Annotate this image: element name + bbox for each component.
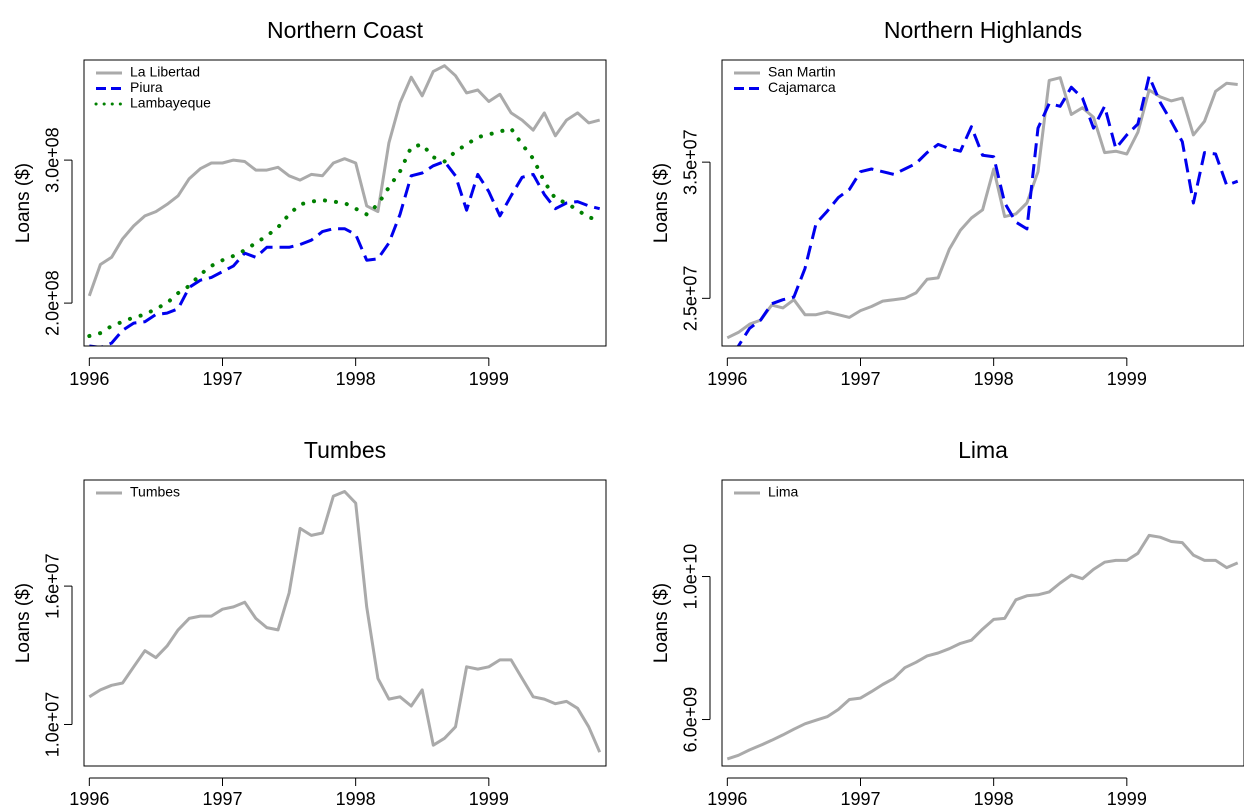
y-axis-label: Loans ($) xyxy=(651,583,672,663)
x-tick-label: 1998 xyxy=(336,369,376,389)
y-tick-label: 2.5e+07 xyxy=(681,266,701,332)
x-tick-label: 1998 xyxy=(336,789,376,808)
series-line-cajamarca xyxy=(736,74,1239,346)
legend: Tumbes xyxy=(96,484,180,500)
legend: Lima xyxy=(734,484,799,500)
legend-label: Cajamarca xyxy=(768,79,836,95)
x-axis: 1996 1997 1998 1999 xyxy=(69,357,509,389)
panel-title: Northern Coast xyxy=(267,17,424,43)
panel-title: Lima xyxy=(958,437,1008,463)
x-axis: 1996 1997 1998 1999 xyxy=(707,357,1147,389)
y-axis: 2.5e+07 3.5e+07 xyxy=(681,129,711,332)
plot-frame xyxy=(83,479,607,767)
y-axis: 2.0e+08 3.0e+08 xyxy=(43,127,73,336)
y-tick-label: 3.0e+08 xyxy=(43,127,63,193)
y-axis-label: Loans ($) xyxy=(651,163,672,243)
series-line-piura xyxy=(89,160,601,346)
legend-label: Piura xyxy=(130,79,163,95)
x-tick-label: 1996 xyxy=(69,789,109,808)
x-tick-label: 1996 xyxy=(69,369,109,389)
x-tick-label: 1999 xyxy=(1107,369,1147,389)
series-group xyxy=(726,74,1239,346)
legend-label: La Libertad xyxy=(130,64,200,80)
legend-label: San Martin xyxy=(768,64,836,80)
legend-label: Lima xyxy=(768,484,799,500)
x-tick-label: 1998 xyxy=(974,789,1014,808)
y-tick-label: 1.6e+07 xyxy=(43,553,63,619)
y-axis: 6.0e+09 1.0e+10 xyxy=(681,544,711,753)
y-tick-label: 1.0e+07 xyxy=(43,692,63,758)
series-line-san-martin xyxy=(726,76,1238,340)
series-group xyxy=(88,490,602,753)
y-tick-label: 6.0e+09 xyxy=(681,687,701,753)
series-group xyxy=(87,64,602,346)
y-axis-label: Loans ($) xyxy=(13,163,34,243)
legend-label: Lambayeque xyxy=(130,95,211,111)
x-tick-label: 1997 xyxy=(202,369,242,389)
x-axis: 1996 1997 1998 1999 xyxy=(69,777,509,808)
x-tick-label: 1999 xyxy=(1107,789,1147,808)
y-tick-label: 2.0e+08 xyxy=(43,270,63,336)
series-line-lima xyxy=(726,533,1239,761)
legend-label: Tumbes xyxy=(130,484,180,500)
y-axis: 1.0e+07 1.6e+07 xyxy=(43,553,73,758)
y-tick-label: 3.5e+07 xyxy=(681,129,701,195)
series-group xyxy=(726,533,1239,761)
y-tick-label: 1.0e+10 xyxy=(681,544,701,610)
panel-northern-coast: Northern Coast Loans ($) 1996 1997 1998 1999 2… xyxy=(13,17,607,389)
series-line-tumbes xyxy=(88,490,602,753)
x-tick-label: 1997 xyxy=(840,789,880,808)
plot-frame xyxy=(721,59,1244,347)
panel-title: Northern Highlands xyxy=(884,17,1082,43)
x-axis: 1996 1997 1998 1999 xyxy=(707,777,1147,808)
x-tick-label: 1999 xyxy=(469,789,509,808)
panel-title: Tumbes xyxy=(304,437,386,463)
panel-lima: Lima Loans ($) 1996 1997 1998 1999 6.0e+09 1.0e… xyxy=(651,437,1244,808)
x-tick-label: 1997 xyxy=(202,789,242,808)
series-line-la-libertad xyxy=(87,64,601,297)
y-axis-label: Loans ($) xyxy=(13,583,34,663)
x-tick-label: 1997 xyxy=(840,369,880,389)
x-tick-label: 1998 xyxy=(974,369,1014,389)
plot-frame xyxy=(721,479,1244,767)
plot-frame xyxy=(83,59,607,347)
x-tick-label: 1996 xyxy=(707,369,747,389)
x-tick-label: 1996 xyxy=(707,789,747,808)
x-tick-label: 1999 xyxy=(469,369,509,389)
